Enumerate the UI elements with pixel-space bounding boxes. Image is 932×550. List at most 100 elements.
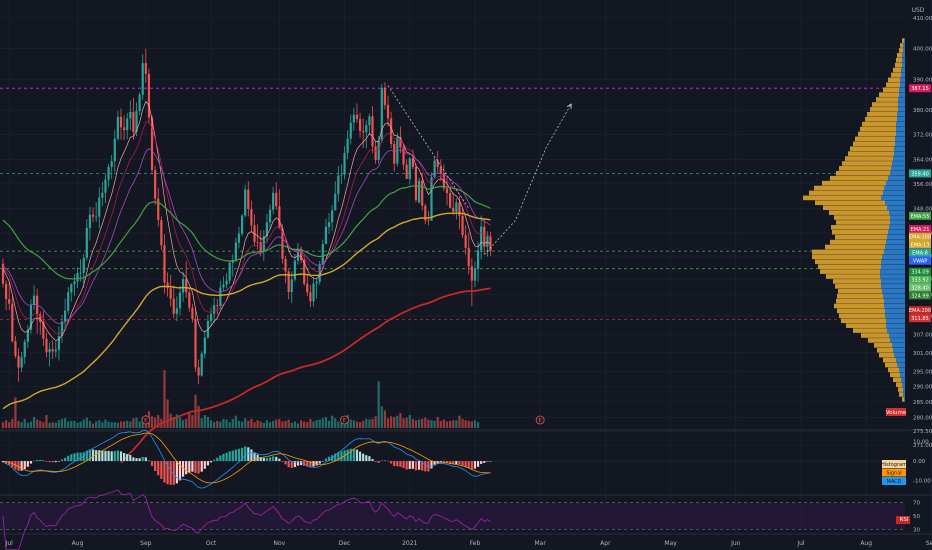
volume-bar [150, 416, 154, 428]
candle-body [104, 179, 107, 193]
volume-bar [181, 420, 185, 428]
rsi-tick-label: 70 [913, 501, 920, 507]
volume-profile-bar-up [896, 357, 905, 363]
candle-body [132, 112, 135, 132]
candle-body [374, 146, 377, 160]
macd-legend-tag [882, 477, 906, 485]
volume-profile-bar-down [812, 249, 884, 255]
macd-histogram-bar [26, 461, 29, 467]
macd-legend-label: Signal [886, 471, 901, 477]
price-tick-label: 271.00 [913, 443, 932, 449]
earnings-marker [535, 415, 545, 425]
macd-histogram-bar [39, 459, 42, 462]
volume-profile-bar-up [900, 77, 905, 83]
rsi-pane: 70 50 30 [0, 489, 920, 550]
macd-histogram-bar [119, 451, 123, 462]
volume-profile-bar-down [860, 126, 896, 132]
volume-profile-bar-down [825, 244, 885, 250]
volume-bar [296, 423, 300, 428]
volume-bar [60, 418, 64, 428]
volume-bar [287, 419, 290, 428]
volume-bar [222, 418, 225, 428]
volume-bar [1, 422, 5, 428]
rsi-line [2, 489, 491, 550]
candle-body [194, 319, 197, 368]
volume-profile-bar-down [893, 67, 901, 73]
macd-histogram-bar [327, 456, 331, 462]
candle-body [417, 180, 421, 203]
date-tick-label: Aug [72, 540, 84, 547]
volume-profile-bar-up [880, 274, 905, 279]
volume-profile-bar-down [877, 347, 893, 353]
candle-body [371, 116, 374, 147]
macd-histogram-bar [299, 461, 303, 466]
volume-bar [122, 421, 126, 428]
candle-body [408, 158, 411, 179]
projection-path [484, 103, 572, 255]
volume-profile-bar-up [894, 146, 905, 152]
volume-profile-bar-up [896, 131, 905, 137]
macd-histogram-bar [48, 461, 51, 463]
macd-histogram-bar [113, 451, 116, 462]
volume-profile-bar-up [892, 161, 905, 166]
volume-profile-bar-down [809, 190, 883, 196]
trend-line [387, 85, 470, 209]
ema-line [2, 100, 491, 341]
macd-histogram-bar [122, 452, 126, 462]
macd-histogram-bar [427, 461, 430, 472]
price-label-tag [909, 232, 931, 241]
volume-profile-bar-down [890, 372, 900, 378]
volume-profile-bar-down [845, 156, 893, 161]
volume-bar [73, 420, 76, 428]
candle-body [126, 118, 129, 131]
macd-histogram-bar [452, 461, 455, 465]
macd-histogram-bar [414, 461, 418, 471]
candle-body [244, 189, 247, 216]
volume-bar [95, 421, 98, 428]
volume-bar [54, 422, 57, 428]
macd-histogram-bar [228, 451, 231, 462]
candle-body [42, 322, 45, 339]
volume-bar [374, 416, 377, 428]
volume-profile-bar-up [882, 288, 905, 294]
macd-histogram-bar [154, 461, 157, 472]
price-label-text: EMA:8 [912, 251, 928, 257]
candle-body [284, 258, 287, 272]
candle-body [380, 87, 383, 141]
volume-bar [470, 421, 473, 428]
volume-profile-bar-up [885, 308, 905, 314]
price-label-text: 387.15 [911, 86, 929, 92]
volume-bar [315, 420, 318, 428]
macd-histogram-bar [23, 461, 26, 469]
date-tick-label: Jun [730, 540, 741, 547]
volume-bar [110, 422, 113, 428]
volume-bar [256, 420, 259, 428]
candle-body [340, 174, 343, 176]
ema-line [2, 147, 491, 325]
macd-histogram-bar [358, 451, 362, 462]
macd-histogram-bar [166, 461, 169, 485]
price-label-text: EMA:55 [911, 214, 930, 220]
macd-tick-label: 0.00 [913, 459, 926, 465]
volume-bar [42, 422, 45, 428]
rsi-tick-label: 30 [913, 528, 920, 534]
volume-bar [209, 420, 213, 428]
macd-histogram-bar [275, 456, 278, 462]
price-label-text: 334.09 [911, 270, 929, 276]
candle-body [331, 210, 334, 223]
candle-body [144, 63, 147, 74]
price-label-tag [909, 291, 931, 300]
volume-profile-bar-up [896, 121, 905, 127]
macd-histogram-bar [185, 461, 188, 475]
macd-histogram-bar [42, 460, 45, 462]
macd-histogram-bar [147, 460, 151, 462]
macd-histogram-bar [405, 461, 408, 470]
candle-body [110, 161, 113, 167]
macd-histogram-bar [144, 457, 147, 462]
volume-profile-bar-up [888, 175, 905, 181]
volume-bar [119, 421, 123, 428]
price-label-tag [909, 267, 931, 276]
volume-bar [331, 415, 334, 428]
